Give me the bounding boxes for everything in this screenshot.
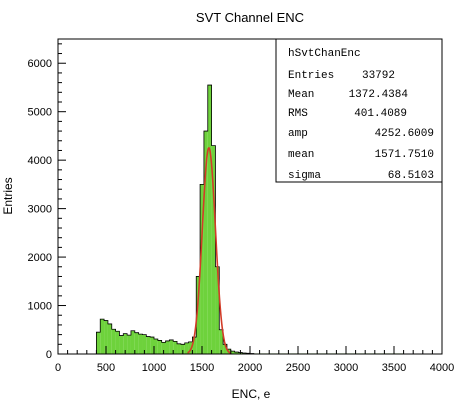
histogram-bar [154, 339, 158, 354]
stats-value-mean: 1372.4384 [349, 89, 409, 101]
histogram-bar [100, 319, 104, 354]
stats-box: hSvtChanEnc Entries 33792 Mean 1372.4384… [276, 39, 442, 182]
histogram-bar [119, 336, 123, 354]
x-tick-label: 4000 [430, 362, 454, 374]
y-tick-label: 5000 [28, 107, 52, 119]
histogram-bar [166, 341, 170, 354]
y-tick-label: 6000 [28, 58, 52, 70]
stats-label-rms: RMS [288, 108, 308, 120]
histogram-bar [135, 333, 139, 354]
stats-label-entries: Entries [288, 70, 334, 82]
y-tick-label: 1000 [28, 301, 52, 313]
x-tick-label: 2000 [238, 362, 262, 374]
stats-value-sigma: 68.5103 [388, 170, 434, 182]
histogram-bar [116, 331, 120, 354]
histogram-bar [139, 334, 143, 354]
y-tick-label: 0 [46, 349, 52, 361]
histogram-bar [146, 337, 150, 354]
histogram-bar [150, 337, 154, 354]
histogram-bar [96, 332, 100, 354]
x-tick-label: 1000 [142, 362, 166, 374]
histogram-bar [208, 85, 212, 354]
y-tick-label: 4000 [28, 155, 52, 167]
x-tick-label: 1500 [190, 362, 214, 374]
x-tick-label: 3500 [382, 362, 406, 374]
histogram-outline [96, 85, 253, 354]
stats-label-sigma: sigma [288, 170, 321, 182]
x-tick-label: 3000 [334, 362, 358, 374]
stats-label-fit-mean: mean [288, 149, 314, 161]
histogram-bar [131, 331, 135, 354]
x-tick-label: 2500 [286, 362, 310, 374]
histogram-bar [173, 341, 177, 354]
stats-value-amp: 4252.6009 [375, 128, 434, 140]
y-axis-label: Entries [1, 177, 15, 214]
stats-value-fit-mean: 1571.7510 [375, 149, 434, 161]
histogram-bar [177, 344, 181, 354]
y-tick-label: 2000 [28, 252, 52, 264]
histogram-bar [127, 335, 131, 354]
y-tick-label: 3000 [28, 204, 52, 216]
stats-value-rms: 401.4089 [354, 108, 407, 120]
x-tick-label: 500 [97, 362, 115, 374]
histogram-bar [112, 329, 116, 354]
x-axis-label: ENC, e [232, 387, 271, 401]
histogram-bar [108, 324, 112, 354]
stats-box-title: hSvtChanEnc [288, 48, 361, 60]
x-tick-label: 0 [55, 362, 61, 374]
chart-title: SVT Channel ENC [196, 10, 304, 25]
histogram-bar [169, 340, 173, 354]
histogram-bar [158, 340, 162, 354]
stats-value-entries: 33792 [362, 70, 395, 82]
stats-label-mean: Mean [288, 89, 314, 101]
stats-label-amp: amp [288, 128, 308, 140]
